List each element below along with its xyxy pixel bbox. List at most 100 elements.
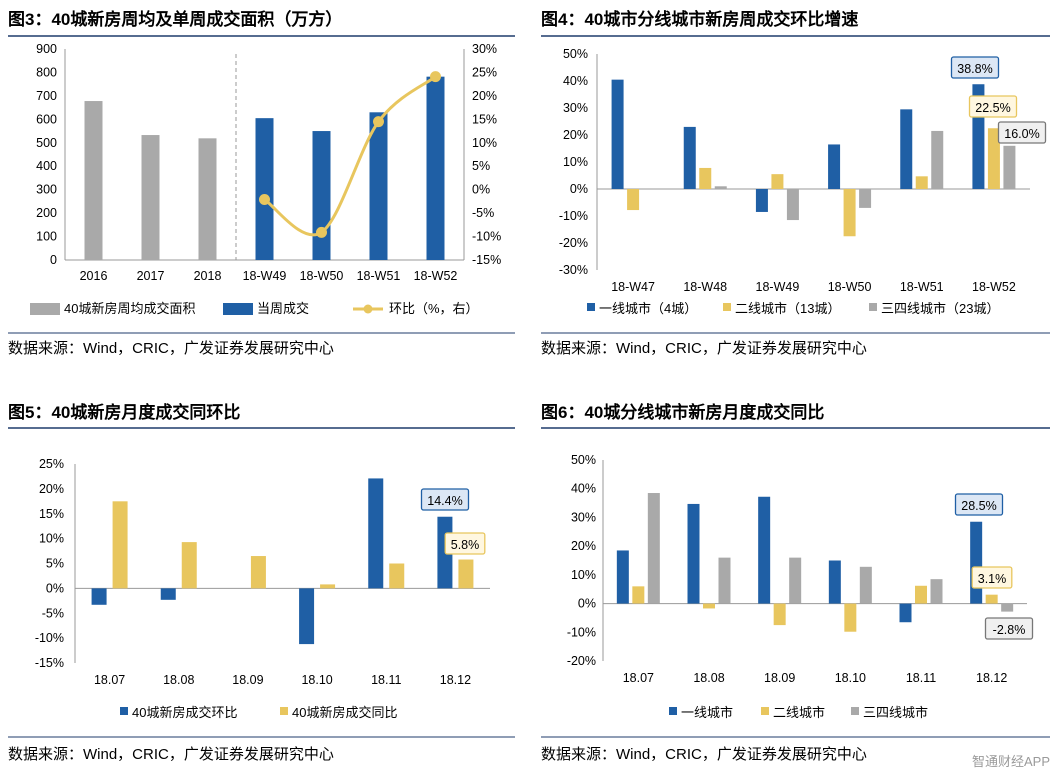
bar-tier1 [828,560,841,604]
x-tick-label: 18-W47 [611,280,655,294]
legend-label: 40城新房成交同比 [292,705,397,720]
bar-tier2 [632,586,645,604]
chart-title: 图4：40城市分线城市新房周成交环比增速 [541,9,858,29]
y-tick-label: 400 [36,159,57,173]
callout-label: 28.5% [961,499,996,513]
y-tick-label: 40% [571,482,596,496]
y-tick-label: 50% [563,47,588,61]
y2-tick-label: -15% [472,253,501,267]
bar-weekly [426,76,445,260]
bar-tier1 [755,189,768,212]
legend-label: 40城新房周均成交面积 [64,301,195,316]
bar-tier1 [758,496,771,604]
callout-box [950,56,1000,79]
x-tick-label: 18.10 [835,671,866,685]
legend-swatch [30,303,60,315]
bar-tier34 [786,189,799,221]
bar-tier1 [683,126,696,189]
source-note: 数据来源：Wind，CRIC，广发证券发展研究中心 [541,746,867,763]
legend-label: 环比（%，右） [389,301,479,316]
callout-label: 14.4% [427,494,462,508]
bar-tier1 [616,550,629,604]
bar-tier34 [859,189,872,208]
bar-tier2 [987,128,1000,189]
y2-tick-label: -5% [472,206,494,220]
x-tick-label: 18-W51 [900,280,944,294]
y-tick-label: 10% [563,155,588,169]
y-tick-label: 700 [36,89,57,103]
bar-tier2 [843,189,856,237]
y-tick-label: 15% [39,507,64,521]
bar-mom [368,478,384,589]
line-wow-change [263,75,437,237]
bar-yoy [320,584,336,589]
callout-box [968,95,1018,118]
callout-box [997,121,1047,144]
y-tick-label: -20% [567,654,596,668]
y2-tick-label: 0% [472,183,490,197]
legend-swatch [869,303,877,311]
x-tick-label: 18-W49 [243,269,287,283]
y-tick-label: -10% [35,631,64,645]
x-tick-label: 18-W52 [972,280,1016,294]
y-tick-label: -5% [42,606,64,620]
y-tick-label: -10% [567,625,596,639]
y-tick-label: 50% [571,453,596,467]
y-tick-label: 800 [36,65,57,79]
y-tick-label: 0% [46,581,64,595]
y-tick-label: 20% [563,128,588,142]
callout-box [954,493,1004,516]
y-tick-label: 5% [46,557,64,571]
callout-label: 38.8% [957,62,992,76]
x-tick-label: 18.07 [94,673,125,687]
bar-tier2 [627,189,640,211]
bar-mom [160,588,176,600]
legend-swatch [761,707,769,715]
y2-tick-label: 30% [472,42,497,56]
y-tick-label: 10% [571,568,596,582]
bar-weekly [312,131,331,260]
bar-tier34 [859,566,872,604]
x-tick-label: 18-W49 [756,280,800,294]
legend-swatch [587,303,595,311]
legend-label: 当周成交 [257,301,309,316]
bar-yoy [181,542,197,589]
callout-label: 22.5% [975,101,1010,115]
y-tick-label: 30% [563,101,588,115]
bar-weekly [255,118,274,261]
x-tick-label: 18.08 [163,673,194,687]
x-tick-label: 18-W51 [357,269,401,283]
callout-label: 16.0% [1004,127,1039,141]
y-tick-label: 30% [571,510,596,524]
y-tick-label: 100 [36,230,57,244]
y-tick-label: 25% [39,457,64,471]
x-tick-label: 2018 [194,269,222,283]
legend-label: 三四线城市（23城） [881,301,999,316]
bar-tier1 [900,109,913,189]
y-tick-label: 900 [36,42,57,56]
callout-box [971,566,1013,589]
bar-yoy [389,563,405,589]
bar-yoy [458,559,474,589]
legend-swatch [669,707,677,715]
y-tick-label: 0% [578,597,596,611]
legend-swatch [851,707,859,715]
bar-tier34 [930,579,943,604]
y-tick-label: -20% [559,236,588,250]
legend-label: 二线城市（13城） [735,301,840,316]
bar-annual-avg [84,101,103,261]
bar-tier1 [611,79,624,189]
x-tick-label: 18-W52 [414,269,458,283]
x-tick-label: 2017 [137,269,165,283]
bar-tier2 [699,167,712,189]
bar-annual-avg [198,138,217,260]
line-point [430,71,441,83]
y-tick-label: -10% [559,209,588,223]
y2-tick-label: 20% [472,89,497,103]
x-tick-label: 18.12 [976,671,1007,685]
legend-swatch [280,707,288,715]
x-tick-label: 18.09 [232,673,263,687]
chart-title: 图3：40城新房周均及单周成交面积（万方） [8,9,342,29]
x-tick-label: 18.10 [301,673,332,687]
x-tick-label: 18.11 [906,671,936,685]
